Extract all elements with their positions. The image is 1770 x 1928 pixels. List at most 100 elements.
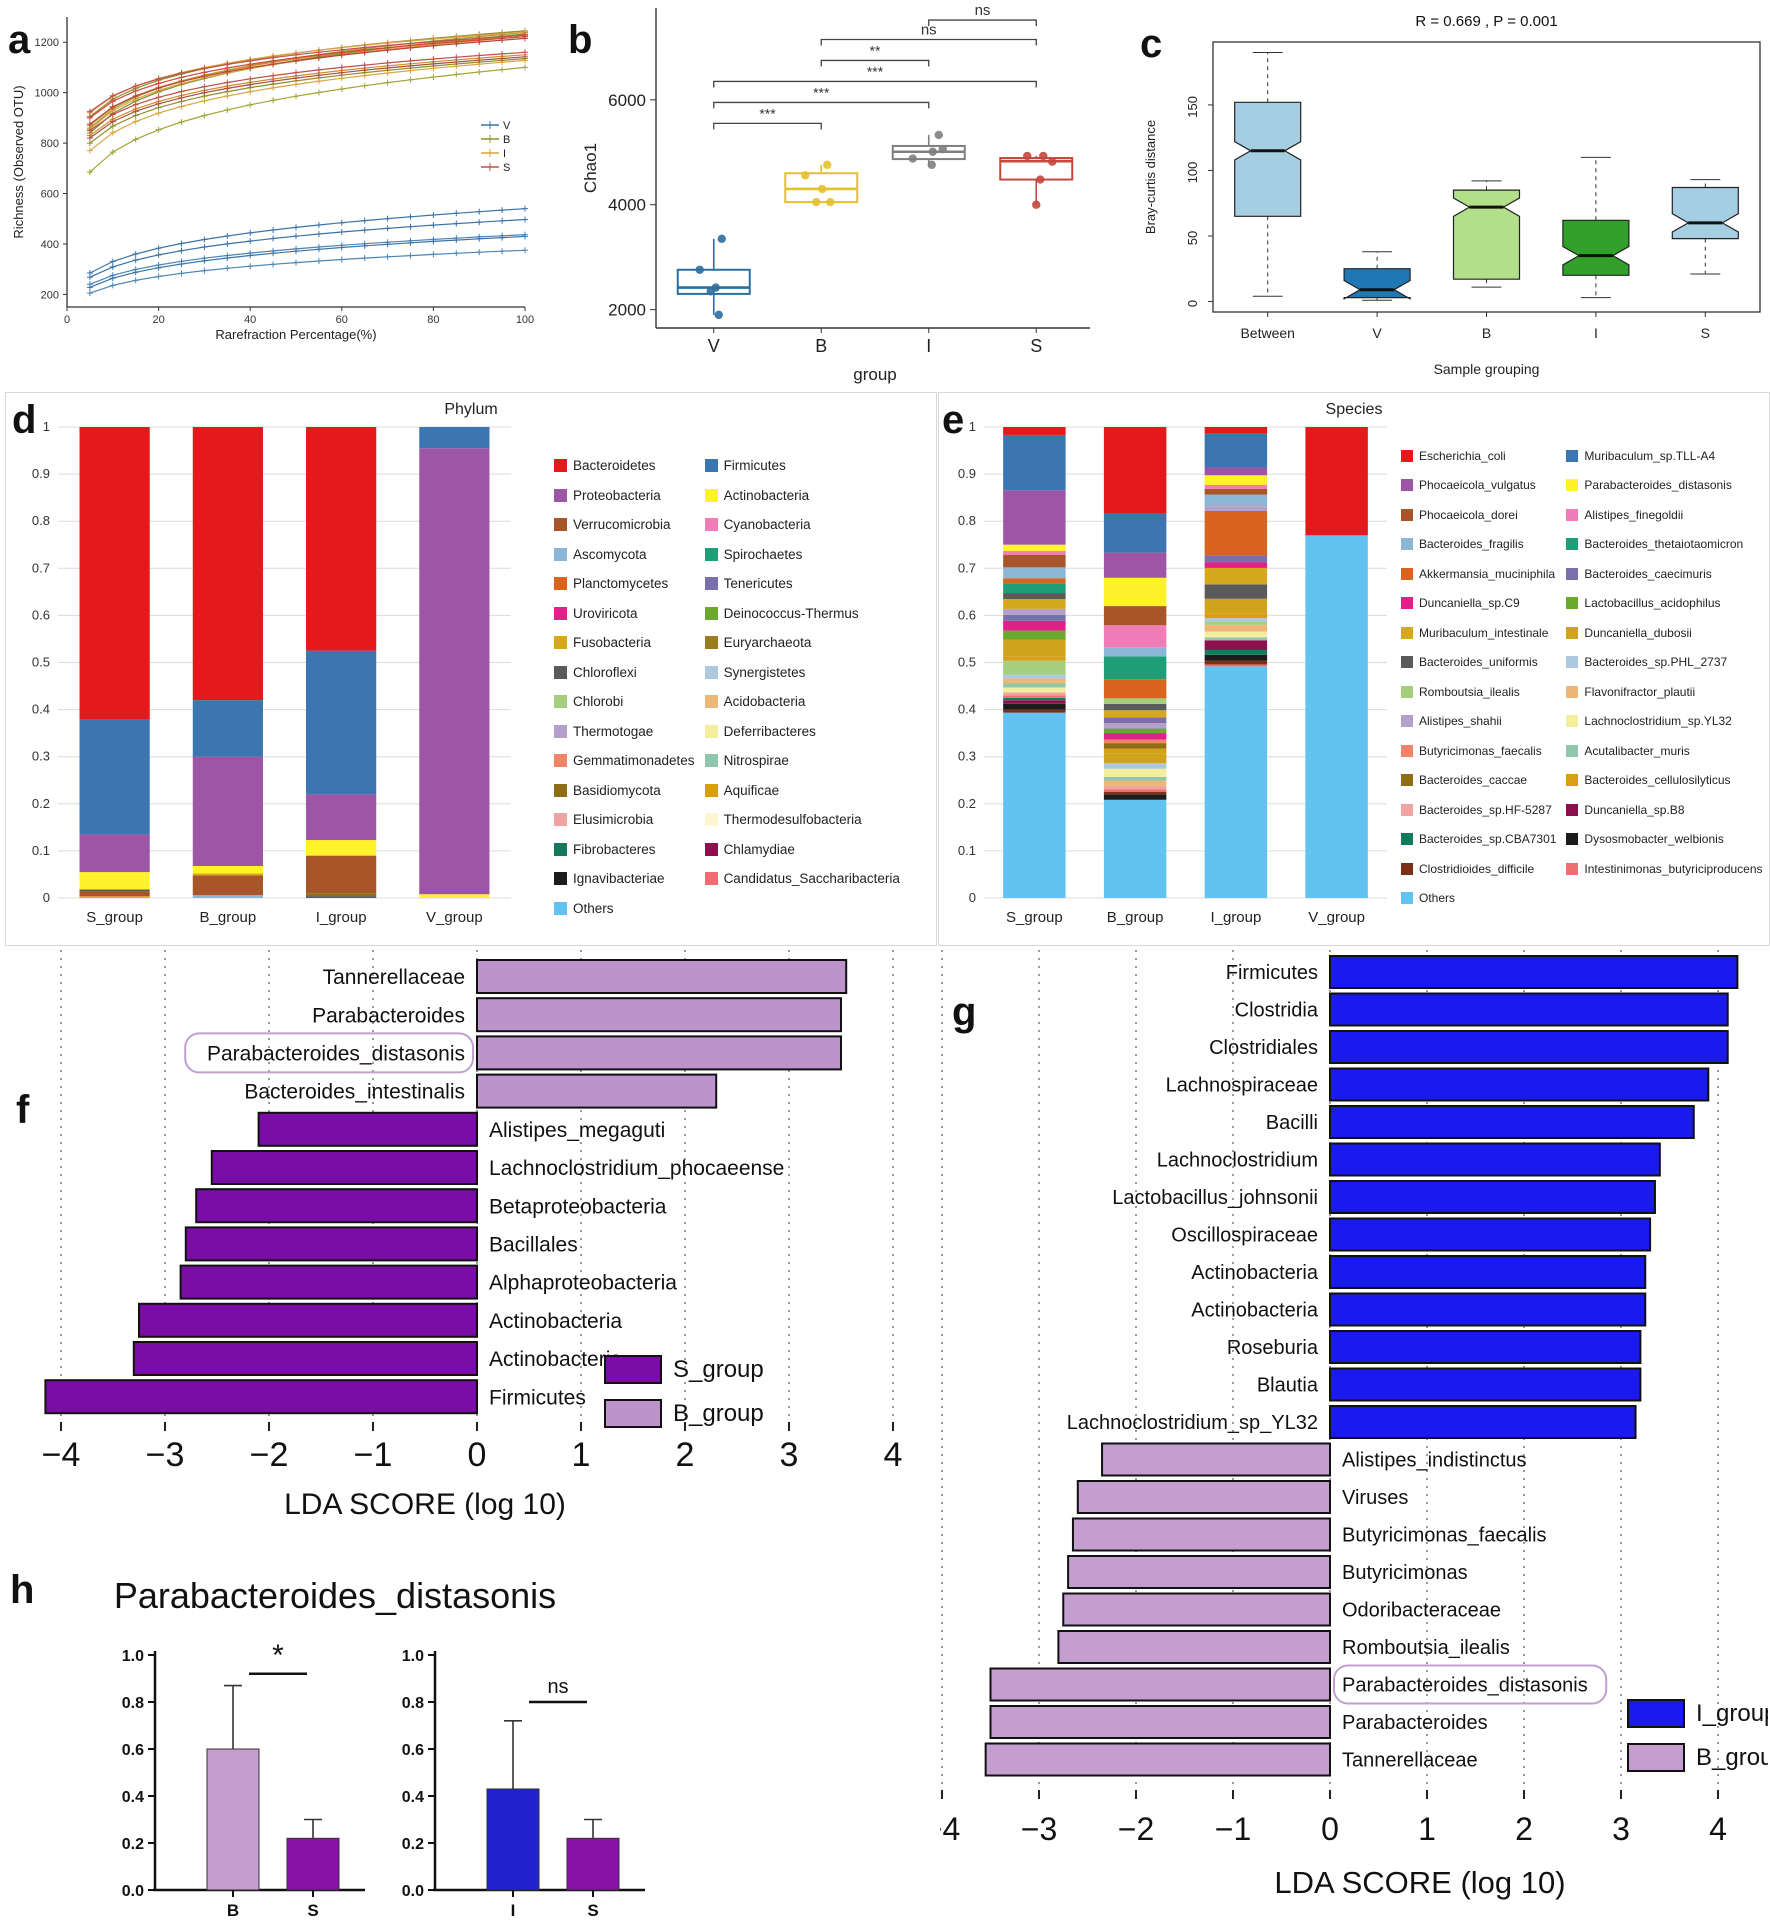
legend-label: Planctomycetes (573, 576, 669, 592)
lda-bar-label: Lachnoclostridium_phocaeense (489, 1157, 784, 1180)
polygon-mark (1562, 219, 1630, 276)
phylum-legend-item: Deferribacteres (704, 717, 900, 747)
text-mark: 400 (41, 239, 59, 251)
stack-segment-Proteobacteria (192, 756, 263, 866)
rect-mark (604, 1399, 662, 1428)
legend-label: Chlamydiae (723, 841, 795, 857)
legend-swatch-icon (1401, 449, 1413, 462)
stack-segment-Bacteroides_caecimuris (1003, 614, 1066, 621)
stack-segment-Duncaniella_dubosii (1103, 753, 1167, 764)
panel-d-phylum: Phylum 0 0.1 0.2 0.3 0.4 0.5 0.6 0.7 0.8 0.9 1 S_gr… (5, 392, 937, 946)
legend-swatch-icon (554, 842, 567, 856)
rect-mark (1329, 955, 1739, 989)
legend-swatch-icon (704, 606, 718, 620)
text-mark: 80 (427, 314, 439, 326)
stack-segment-Alistipes_finegoldii (1003, 551, 1066, 556)
text-mark: −3 (146, 1436, 185, 1474)
text-mark: −2 (1118, 1811, 1154, 1847)
path-mark (89, 31, 526, 114)
stack-segment-Akkermansia_muciniphila (1003, 578, 1066, 584)
lda-bar-label: Lachnoclostridium (1157, 1150, 1318, 1172)
text-mark: S_group (1006, 909, 1063, 926)
text-mark: 600 (41, 189, 59, 201)
species-legend-item: Duncaniella_dubosii (1566, 618, 1762, 648)
rect-mark (44, 1379, 479, 1415)
text-mark: Richness (Observed OTU) (11, 85, 26, 238)
stack-segment-Chloroflexi (306, 896, 377, 898)
rect-mark (604, 1355, 662, 1384)
legend-swatch-icon (1401, 744, 1413, 757)
stack-segment-Firmicutes (192, 700, 263, 757)
stack-segment-Phocaeicola_vulgatus (1103, 552, 1167, 578)
path-mark (89, 54, 526, 136)
stack-segment-Lachnoclostridium_sp.YL32 (1003, 687, 1066, 693)
text-mark: group (853, 365, 896, 384)
species-legend-item: Muribaculum_intestinale (1401, 618, 1556, 648)
text-mark: 2 (676, 1436, 695, 1474)
stack-segment-Phocaeicola_vulgatus (1003, 490, 1066, 545)
text-mark: 0.3 (958, 749, 976, 764)
text-mark: *** (813, 84, 830, 100)
panel-letter-d: d (12, 398, 37, 442)
text-mark: V_group (426, 909, 483, 926)
stack-segment-Verrucomicrobia (306, 855, 377, 894)
rect-mark (1333, 1664, 1608, 1705)
lda-bar-label: Lactobacillus_johnsonii (1112, 1187, 1318, 1209)
text-mark: LDA SCORE (log 10) (1274, 1865, 1565, 1900)
species-legend-item: Intestinimonas_butyriciproducens (1566, 854, 1763, 884)
lda-bar-label: Firmicutes (1226, 962, 1318, 984)
legend-label: Duncaniella_sp.B8 (1584, 802, 1685, 817)
species-legend-item: Lactobacillus_acidophilus (1566, 589, 1762, 619)
text-mark: 1 (572, 1436, 591, 1474)
legend-label: Cyanobacteria (723, 517, 811, 533)
lda-score-chart-f: −4 −3 −2 −1 0 1 2 3 4 Tannerellaceae Parabacteroid… (42, 950, 902, 1521)
lda-bar-label: Actinobacteria (1191, 1262, 1319, 1284)
legend-swatch-icon (1401, 715, 1413, 728)
text-mark: 20 (152, 314, 164, 326)
phylum-legend-item: Chlamydiae (704, 835, 900, 865)
stack-segment-Bacteroides_sp.PHL_2737 (1204, 618, 1268, 622)
text-mark: 0.8 (402, 1695, 424, 1712)
legend-swatch-icon (704, 842, 718, 856)
legend-label: Bacteroides_cellulosilyticus (1584, 773, 1731, 788)
stack-segment-Flavonifractor_plautii (1204, 624, 1268, 632)
legend-swatch-icon (1401, 862, 1413, 875)
legend-label: Basidiomycota (573, 782, 661, 798)
stack-segment-Bacteroidetes (306, 427, 377, 651)
legend-label: Phocaeicola_vulgatus (1419, 478, 1536, 493)
legend-label: Elusimicrobia (573, 812, 654, 828)
panel-h-title: Parabacteroides_distasonis (114, 1575, 556, 1616)
text-mark: I_group (1210, 909, 1261, 926)
text-mark: 60 (336, 314, 348, 326)
stack-segment-Duncaniella_sp.C9 (1204, 562, 1268, 568)
species-legend-item: Parabacteroides_distasonis (1566, 471, 1762, 501)
path-mark (89, 66, 526, 173)
text-mark: 0.6 (958, 607, 976, 622)
lda-bar-label: Betaproteobacteria (489, 1195, 667, 1218)
legend-label: Alistipes_shahii (1419, 714, 1502, 729)
stack-segment-Firmicutes (79, 719, 150, 835)
lda-legend-label: I_group (1696, 1700, 1768, 1727)
legend-swatch-icon (704, 754, 718, 768)
lda-bar-label: Clostridiales (1209, 1037, 1318, 1059)
stack-segment-Parabacteroides_distasonis (1103, 577, 1167, 607)
lda-bar-label: Parabacteroides_distasonis (1342, 1675, 1588, 1697)
text-mark: 200 (41, 289, 59, 301)
panel-letter-g: g (952, 990, 977, 1034)
text-mark: S (1030, 336, 1042, 356)
stack-segment-Escherichia_coli (1204, 427, 1268, 434)
text-mark: 3 (1612, 1811, 1630, 1847)
legend-label: Bacteroides_sp.PHL_2737 (1584, 655, 1728, 670)
rect-mark (1627, 1743, 1685, 1772)
stack-segment-Phocaeicola_dorei (1204, 488, 1268, 495)
circle-mark (801, 171, 810, 180)
phylum-legend-item: Acidobacteria (704, 687, 900, 717)
text-mark: 0.4 (402, 1789, 424, 1806)
legend-swatch-icon (554, 665, 567, 679)
stack-segment-Bacteroides_sp.CBA7301 (1204, 649, 1268, 655)
text-mark: I (926, 336, 931, 356)
stack-segment-Acutalibacter_muris (1103, 776, 1167, 781)
species-legend-item: Alistipes_shahii (1401, 707, 1556, 737)
text-mark: 40 (244, 314, 256, 326)
